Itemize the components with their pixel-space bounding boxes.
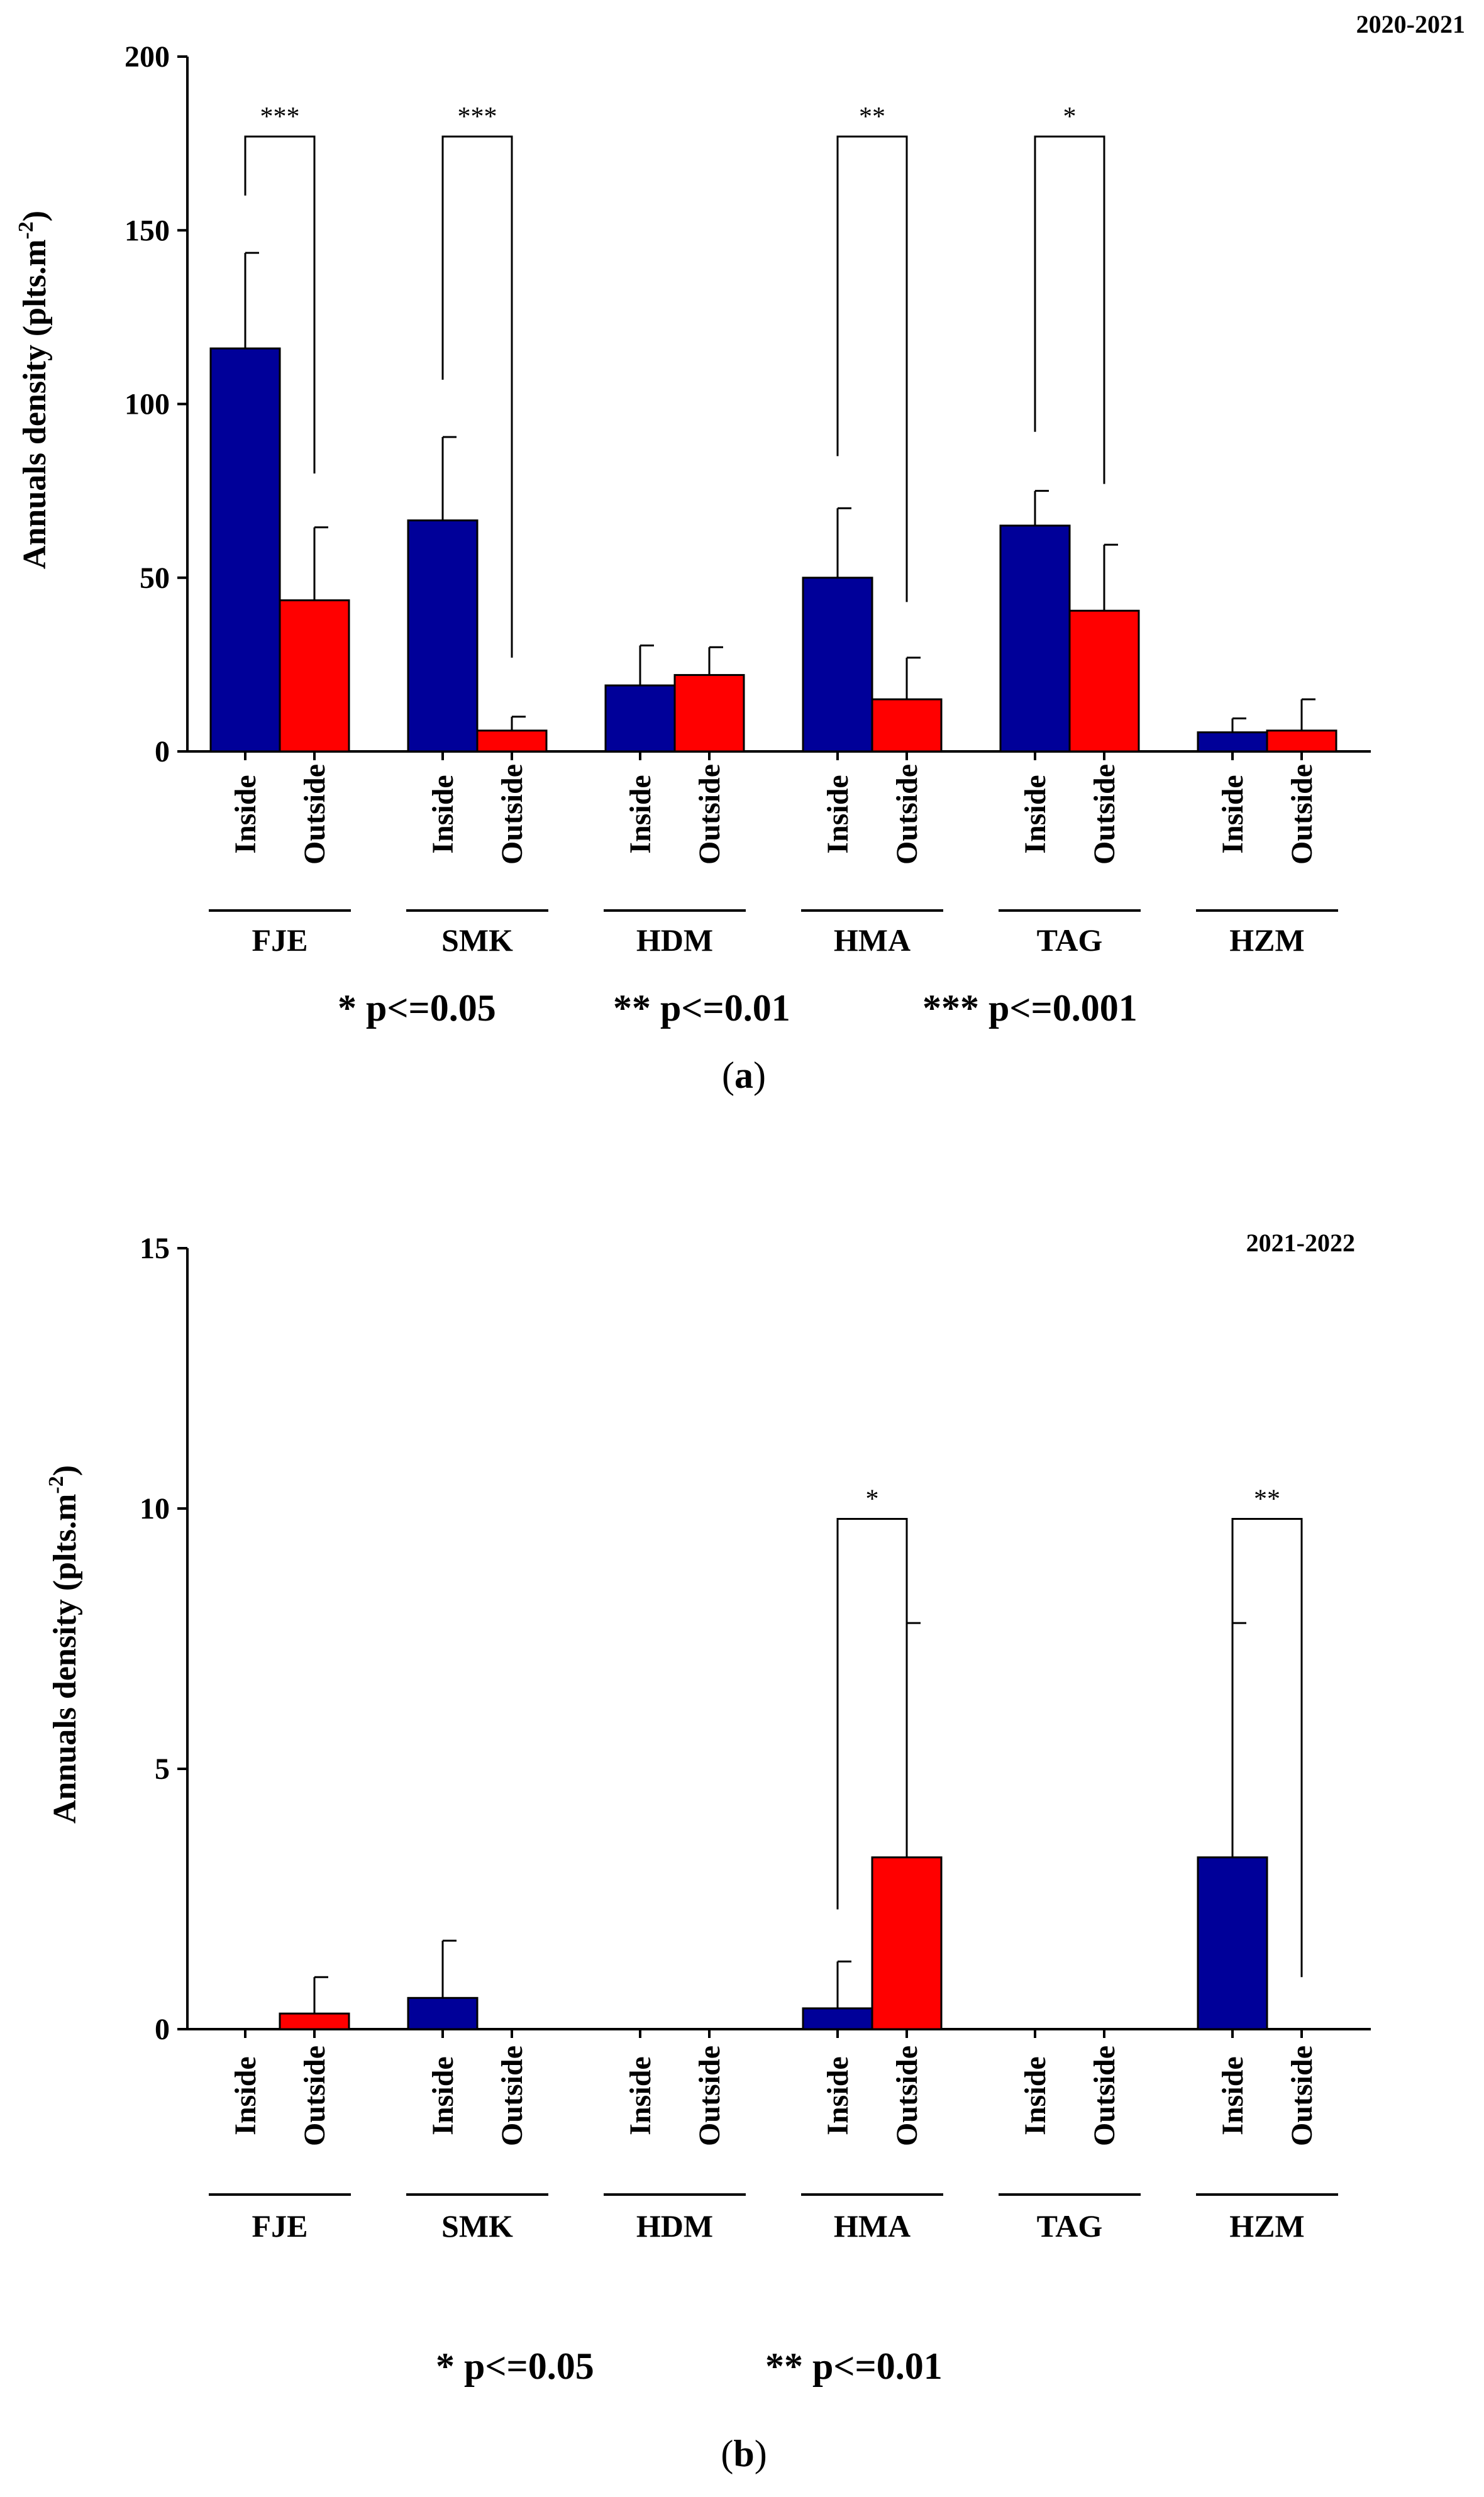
y-axis-label-a: Annuals density (plts.m-2) (14, 211, 53, 569)
condition-label: Outside (693, 2046, 726, 2146)
legend-item: ** p<=0.01 (765, 2345, 943, 2387)
condition-label: Outside (1088, 2046, 1121, 2146)
y-tick-label: 0 (155, 2013, 170, 2046)
condition-label: Inside (821, 775, 855, 853)
bar (871, 1856, 943, 2030)
condition-label: Inside (1216, 2056, 1249, 2135)
bar (871, 698, 943, 753)
x-labels-a: FJE Inside Outside SMK Inside Outside HDM Insid… (209, 764, 1338, 958)
category-label: HMA (834, 922, 911, 958)
bar (1197, 1856, 1268, 2030)
category-label: SMK (441, 2208, 513, 2244)
significance-bracket (836, 1518, 908, 1910)
condition-label: Outside (693, 764, 726, 865)
legend-a: * p<=0.05 ** p<=0.01 *** p<=0.001 (338, 987, 1138, 1029)
significance-bracket (441, 135, 513, 658)
bar (1068, 609, 1140, 753)
legend-item: * p<=0.05 (436, 2345, 594, 2387)
category-label: TAG (1037, 2208, 1103, 2244)
y-tick-label: 200 (125, 40, 170, 74)
significance-stars: * (1063, 102, 1077, 131)
y-tick-label: 5 (155, 1752, 170, 1786)
year-label-a: 2020-2021 (1356, 10, 1465, 38)
bar (802, 2007, 873, 2030)
bar (1266, 729, 1337, 753)
significance-stars: *** (458, 102, 497, 131)
category-label: HDM (636, 922, 713, 958)
significance-stars: ** (1254, 1485, 1280, 1514)
category-label: TAG (1037, 922, 1103, 958)
y-tick-label: 100 (125, 388, 170, 421)
significance-b: * ** (836, 1485, 1303, 1978)
significance-a: *** *** ** * (244, 102, 1105, 658)
significance-stars: ** (859, 102, 885, 131)
axes-b: 0 5 10 15 (140, 1232, 1371, 2046)
category-label: FJE (252, 2208, 308, 2244)
category-label: FJE (252, 922, 308, 958)
condition-label: Inside (624, 775, 657, 853)
category-label: HZM (1229, 922, 1304, 958)
y-axis-label-b: Annuals density (plts.m-2) (45, 1465, 83, 1824)
panel-label-a: (a) (722, 1055, 766, 1096)
condition-label: Inside (821, 2056, 855, 2135)
y-tick-label: 10 (140, 1492, 170, 1525)
significance-stars: * (866, 1485, 879, 1514)
chart-panel-b: 2021-2022 Annuals density (plts.m-2) 0 5 1… (45, 1229, 1371, 2474)
bars-a (209, 252, 1337, 753)
significance-stars: *** (260, 102, 300, 131)
condition-label: Inside (229, 2056, 262, 2135)
axes-a: 0 50 100 150 200 (125, 40, 1371, 768)
condition-label: Inside (426, 775, 460, 853)
significance-bracket (836, 135, 908, 602)
condition-label: Outside (496, 2046, 529, 2146)
bars-b (279, 1622, 1268, 2030)
legend-b: * p<=0.05 ** p<=0.01 (436, 2345, 943, 2387)
legend-item: * p<=0.05 (338, 987, 496, 1029)
bar (407, 1996, 479, 2030)
y-tick-label: 50 (140, 562, 170, 595)
bar (604, 684, 676, 753)
significance-bracket (1034, 135, 1105, 484)
bar (476, 729, 548, 753)
bar (802, 577, 873, 753)
condition-label: Outside (298, 764, 331, 865)
category-label: HZM (1229, 2208, 1304, 2244)
condition-label: Inside (229, 775, 262, 853)
bar (407, 519, 479, 753)
bar (673, 673, 745, 753)
chart-panel-a: 2020-2021 Annuals density (plts.m-2) 0 50… (14, 10, 1465, 1096)
condition-label: Outside (890, 764, 924, 865)
condition-label: Outside (496, 764, 529, 865)
significance-bracket (244, 135, 316, 473)
significance-bracket (1231, 1518, 1303, 1978)
condition-label: Outside (1285, 2046, 1319, 2146)
condition-label: Outside (298, 2046, 331, 2146)
legend-item: *** p<=0.001 (922, 987, 1138, 1029)
condition-label: Outside (890, 2046, 924, 2146)
condition-label: Inside (624, 2056, 657, 2135)
bar (999, 524, 1071, 753)
y-tick-label: 0 (155, 735, 170, 768)
category-label: HMA (834, 2208, 911, 2244)
category-label: HDM (636, 2208, 713, 2244)
y-tick-label: 15 (140, 1232, 170, 1265)
condition-label: Inside (1019, 775, 1052, 853)
category-label: SMK (441, 922, 513, 958)
condition-label: Inside (426, 2056, 460, 2135)
legend-item: ** p<=0.01 (613, 987, 790, 1029)
bar (279, 599, 350, 753)
condition-label: Outside (1285, 764, 1319, 865)
bar (1197, 731, 1268, 753)
panel-label-b: (b) (721, 2433, 767, 2474)
condition-label: Inside (1216, 775, 1249, 853)
year-label-b: 2021-2022 (1246, 1229, 1355, 1257)
x-labels-b: FJE Inside Outside SMK Inside Outside HDM Insid… (209, 2046, 1338, 2244)
condition-label: Outside (1088, 764, 1121, 865)
bar (279, 2012, 350, 2030)
y-tick-label: 150 (125, 214, 170, 247)
condition-label: Inside (1019, 2056, 1052, 2135)
bar (209, 347, 281, 753)
